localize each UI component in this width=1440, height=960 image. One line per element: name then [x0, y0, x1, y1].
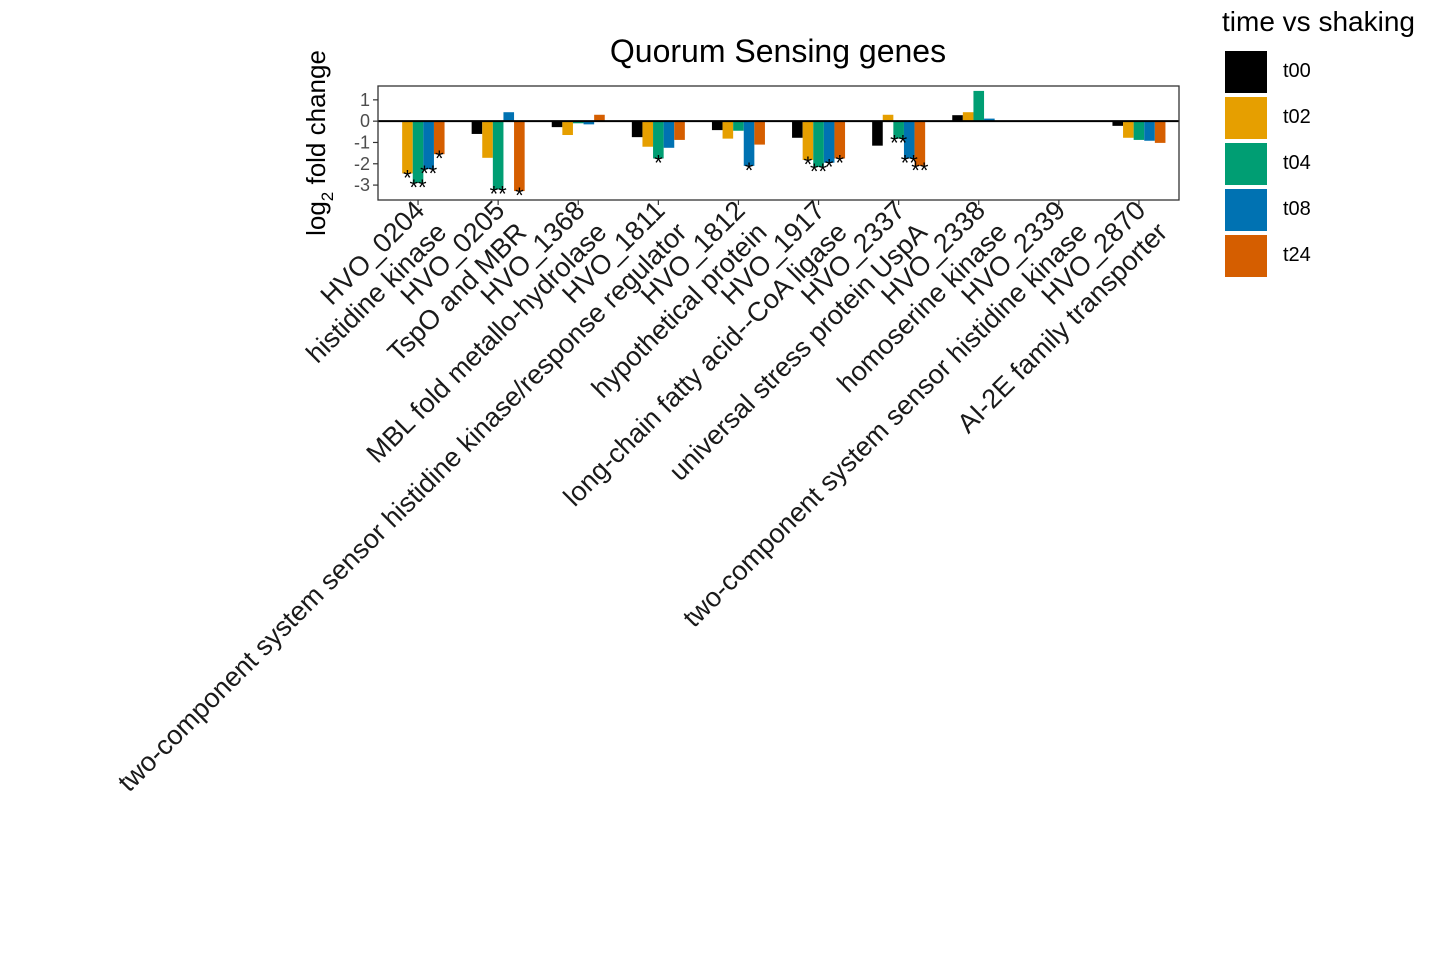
- bar-t24-6: [914, 121, 926, 166]
- bar-t02-9: [1123, 121, 1134, 138]
- legend-label: t24: [1283, 244, 1311, 266]
- bar-t04-9: [1133, 121, 1145, 140]
- y-tick-label: 1: [360, 90, 370, 110]
- bar-t02-3: [642, 121, 654, 147]
- bar-t02-6: [882, 114, 894, 122]
- y-axis-label-subscript: 2: [318, 192, 337, 201]
- bar-t24-9: [1154, 121, 1166, 143]
- bar-t00-3: [631, 121, 643, 138]
- bar-t02-1: [482, 121, 493, 158]
- significance-star-t24-5: *: [835, 150, 844, 175]
- y-tick-label: -1: [354, 132, 370, 152]
- bar-t04-4: [733, 121, 744, 131]
- y-tick-label: -3: [354, 175, 370, 195]
- legend-label: t08: [1283, 198, 1311, 220]
- bar-t02-5: [802, 121, 814, 160]
- bar-t04-3: [653, 121, 664, 159]
- chart-title: Quorum Sensing genes: [610, 33, 946, 69]
- significance-star-t04-5: **: [810, 159, 828, 184]
- significance-star-t24-0: *: [435, 146, 444, 171]
- bar-t08-3: [663, 121, 675, 148]
- bar-t08-4: [743, 121, 755, 166]
- bar-t02-4: [722, 121, 734, 139]
- bar-t24-1: [514, 121, 525, 192]
- bar-t00-4: [711, 121, 723, 131]
- y-axis: 10-1-2-3: [354, 90, 378, 195]
- bar-t24-0: [433, 121, 445, 155]
- significance-star-t04-0: **: [409, 175, 427, 200]
- bar-t04-6: [893, 121, 904, 139]
- legend-item-t00: t00: [1225, 51, 1425, 95]
- legend-item-t24: t24: [1225, 235, 1425, 279]
- legend-swatch: [1225, 97, 1267, 139]
- significance-stars-layer: **** *** ****** * * ***** **: [403, 131, 929, 208]
- bar-t08-1: [503, 112, 515, 122]
- significance-star-t08-0: **: [420, 161, 438, 186]
- bar-t08-9: [1144, 121, 1155, 141]
- bar-t08-6: [903, 121, 915, 159]
- legend-label: t00: [1283, 60, 1311, 82]
- significance-star-t24-1: *: [515, 183, 524, 208]
- bar-t02-2: [562, 121, 573, 136]
- bar-t04-5: [813, 121, 824, 167]
- bar-t02-7: [962, 112, 974, 122]
- significance-star-t04-6: **: [890, 131, 908, 156]
- significance-star-t02-0: *: [403, 165, 412, 190]
- y-tick-label: 0: [360, 111, 370, 131]
- bar-t08-0: [423, 121, 434, 170]
- legend-swatch: [1225, 189, 1267, 231]
- significance-star-t08-5: *: [825, 155, 834, 180]
- bar-t08-2: [583, 121, 595, 125]
- bar-t04-7: [973, 90, 985, 122]
- y-axis-label-rest: fold change: [301, 50, 331, 192]
- y-tick-label: -2: [354, 154, 370, 174]
- bar-t00-7: [952, 115, 963, 122]
- bar-t00-6: [872, 121, 883, 146]
- significance-star-t04-3: *: [654, 150, 663, 175]
- significance-star-t08-4: *: [745, 158, 754, 183]
- bar-t24-2: [594, 114, 605, 122]
- bars-layer: [402, 90, 1166, 192]
- bar-t00-1: [471, 121, 483, 134]
- legend-item-t02: t02: [1225, 97, 1425, 141]
- y-axis-label-base: log: [301, 201, 331, 236]
- bar-t00-2: [551, 121, 563, 128]
- bar-t02-0: [402, 121, 413, 174]
- legend-label: t04: [1283, 152, 1311, 174]
- legend-item-t04: t04: [1225, 143, 1425, 187]
- legend-title: time vs shaking: [1222, 6, 1415, 37]
- bar-t04-1: [492, 121, 504, 190]
- bar-t08-5: [823, 121, 835, 163]
- bar-t04-2: [572, 121, 584, 124]
- significance-star-t08-6: **: [901, 150, 919, 175]
- legend-item-t08: t08: [1225, 189, 1425, 233]
- significance-star-t02-5: *: [804, 152, 813, 177]
- legend-swatch: [1225, 235, 1267, 277]
- legend-swatch: [1225, 51, 1267, 93]
- bar-t24-4: [754, 121, 765, 145]
- bar-t24-3: [674, 121, 685, 140]
- bar-t00-5: [792, 121, 803, 138]
- y-axis-label: log2 fold change: [301, 50, 337, 236]
- bar-t08-7: [984, 118, 995, 122]
- bar-t00-9: [1112, 121, 1124, 126]
- bar-t04-0: [412, 121, 424, 183]
- legend-label: t02: [1283, 106, 1311, 128]
- significance-star-t24-6: **: [911, 158, 929, 183]
- bar-t24-5: [834, 121, 846, 159]
- x-tick-label-description: two-component system sensor histidine ki…: [112, 217, 692, 797]
- legend-swatch: [1225, 143, 1267, 185]
